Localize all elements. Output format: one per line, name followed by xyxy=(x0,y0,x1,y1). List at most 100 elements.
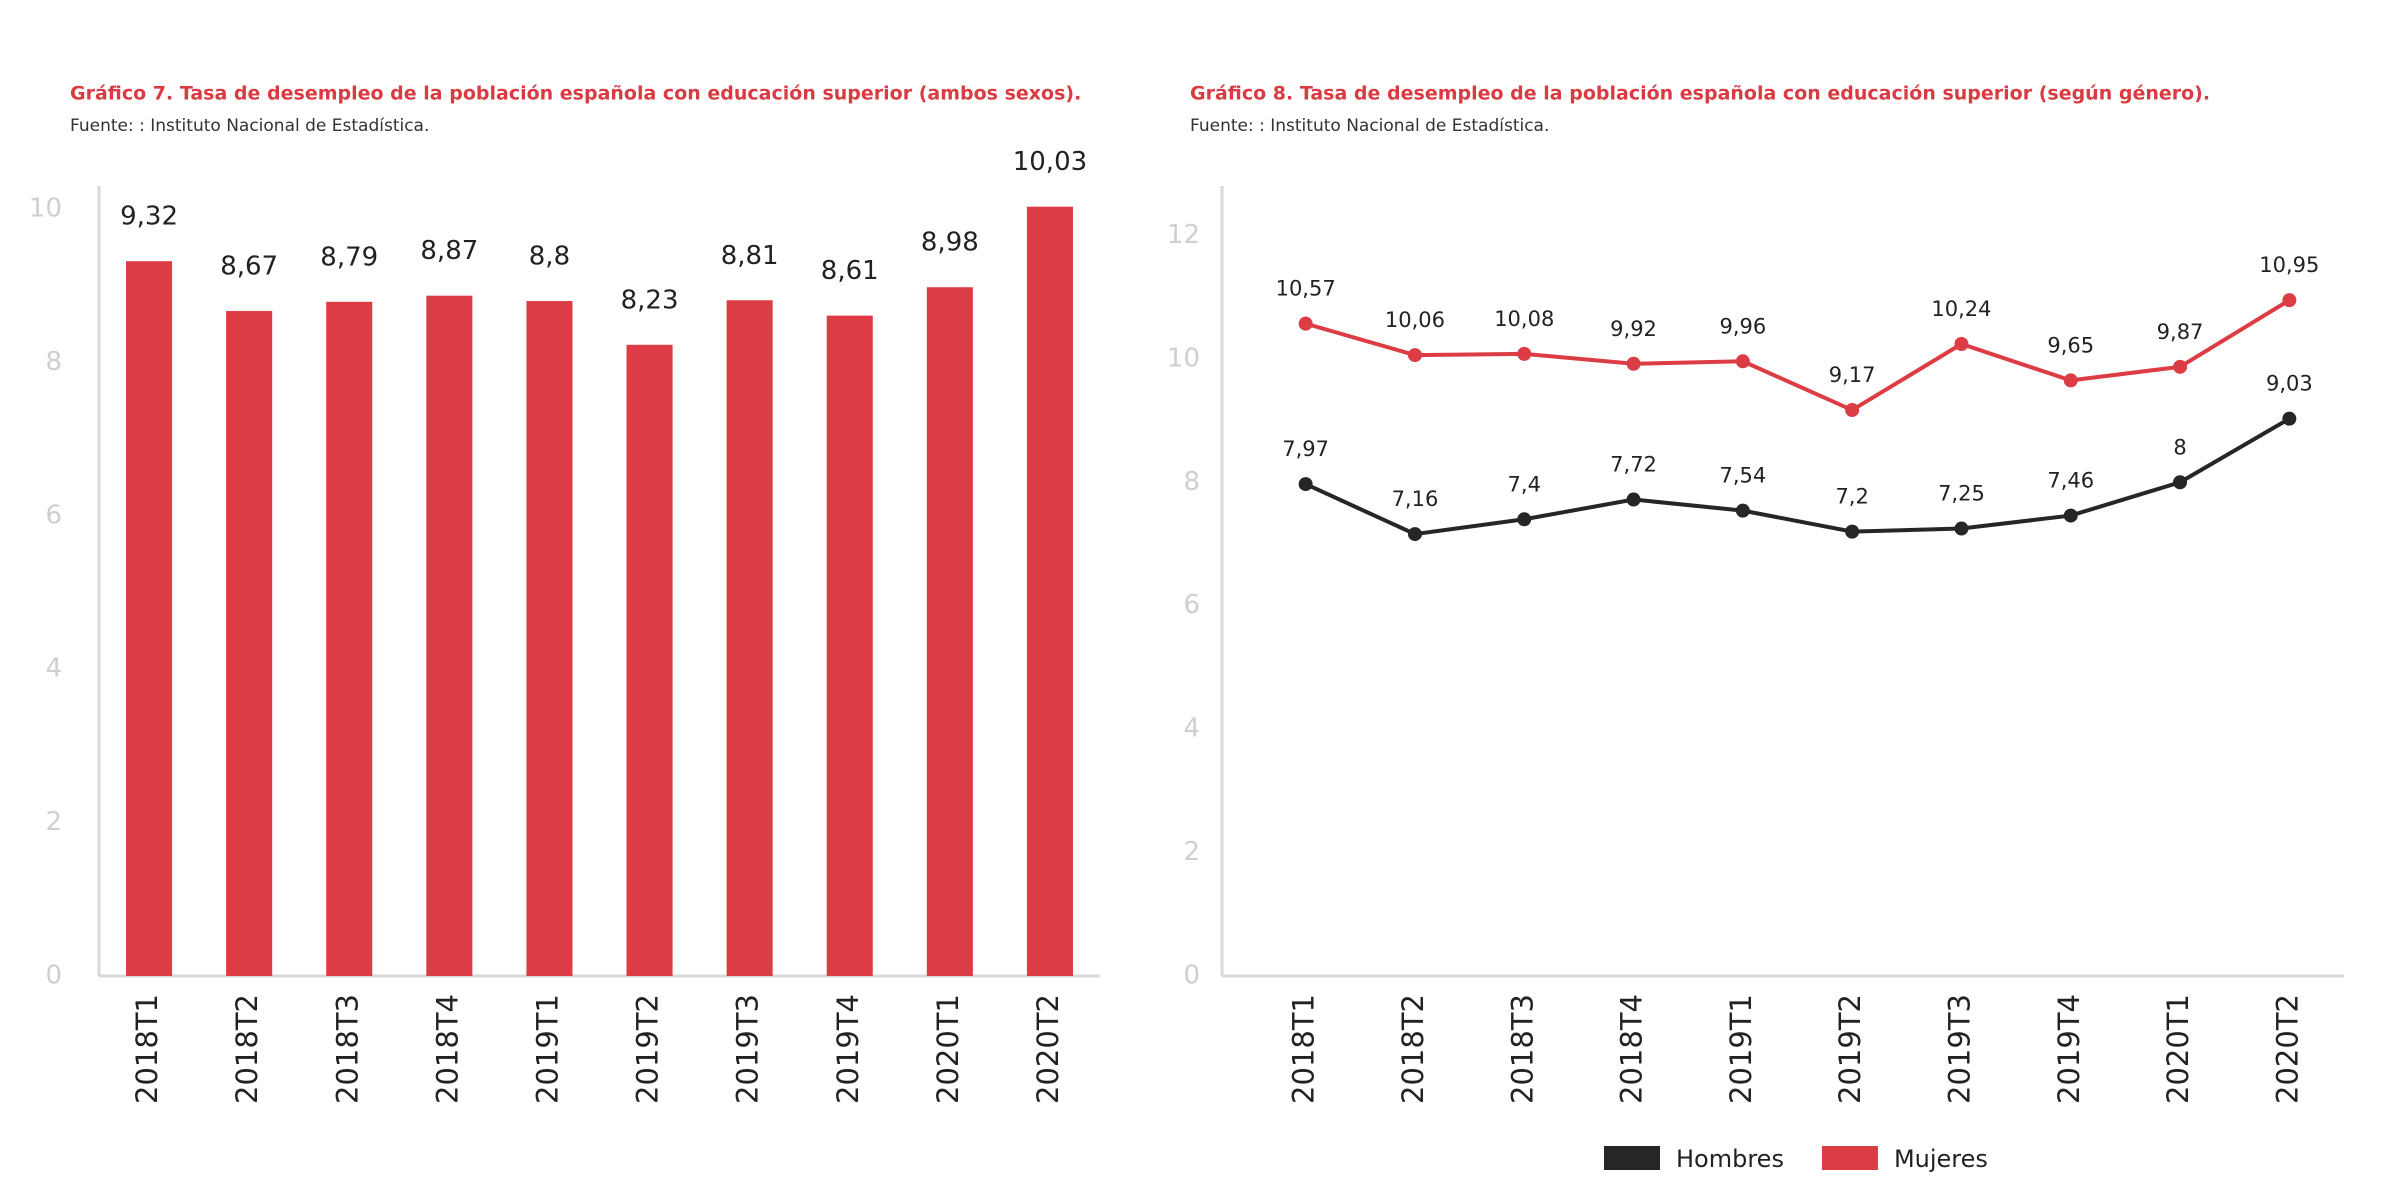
x-tick-label: 2018T3 xyxy=(1505,994,1539,1104)
data-label: 10,95 xyxy=(2259,253,2319,277)
legend-swatch xyxy=(1604,1146,1660,1170)
y-tick-label: 2 xyxy=(45,807,62,837)
x-tick-label: 2020T1 xyxy=(2161,994,2195,1104)
x-tick-label: 2018T2 xyxy=(1396,994,1430,1104)
point xyxy=(1954,337,1969,351)
x-tick-label: 2020T1 xyxy=(931,994,965,1104)
point xyxy=(1954,521,1969,536)
y-tick-label: 0 xyxy=(1183,961,1200,991)
data-label: 8,98 xyxy=(921,228,979,258)
data-label: 8,67 xyxy=(220,252,278,282)
point xyxy=(1517,512,1532,527)
point xyxy=(1735,503,1750,518)
y-tick-label: 2 xyxy=(1183,837,1200,867)
data-label: 9,92 xyxy=(1610,317,1657,341)
data-label: 8,23 xyxy=(621,285,679,315)
point xyxy=(2173,359,2188,374)
y-tick-label: 0 xyxy=(45,961,62,991)
y-tick-label: 10 xyxy=(1167,343,1200,373)
data-label: 7,97 xyxy=(1282,437,1329,461)
data-label: 7,25 xyxy=(1938,482,1985,506)
x-tick-label: 2020T2 xyxy=(1031,994,1065,1104)
point xyxy=(2063,373,2078,388)
chart-subtitle: Fuente: : Instituto Nacional de Estadíst… xyxy=(70,116,429,136)
data-label: 10,08 xyxy=(1494,307,1554,331)
y-tick-label: 8 xyxy=(45,347,62,377)
data-label: 8,87 xyxy=(420,236,478,266)
data-label: 9,17 xyxy=(1829,363,1876,387)
data-label: 7,72 xyxy=(1610,453,1657,477)
data-label: 8,8 xyxy=(529,242,570,272)
point xyxy=(1626,492,1641,507)
bar xyxy=(526,301,573,976)
point xyxy=(1626,356,1641,371)
point xyxy=(1735,354,1750,369)
x-tick-label: 2019T4 xyxy=(2052,994,2086,1104)
data-label: 7,46 xyxy=(2047,469,2094,493)
x-tick-label: 2018T3 xyxy=(330,994,364,1104)
point xyxy=(1845,524,1860,539)
data-label: 8,81 xyxy=(721,241,779,271)
bar xyxy=(726,300,773,976)
bar xyxy=(1026,206,1073,976)
chart-title: Gráfico 8. Tasa de desempleo de la pobla… xyxy=(1190,83,2210,105)
point xyxy=(1407,348,1422,363)
y-tick-label: 4 xyxy=(45,654,62,684)
data-label: 9,65 xyxy=(2047,333,2094,357)
data-label: 7,2 xyxy=(1835,485,1868,509)
data-label: 8,61 xyxy=(821,256,879,286)
x-tick-label: 2018T2 xyxy=(230,994,264,1104)
x-tick-label: 2018T1 xyxy=(130,994,164,1104)
bar xyxy=(826,315,873,977)
point xyxy=(1407,527,1422,542)
data-label: 10,24 xyxy=(1931,297,1991,321)
x-tick-label: 2019T3 xyxy=(1942,994,1976,1104)
point xyxy=(2063,508,2078,523)
data-label: 9,32 xyxy=(120,202,178,232)
x-tick-label: 2018T4 xyxy=(430,994,464,1104)
data-label: 9,03 xyxy=(2266,372,2313,396)
x-tick-label: 2019T4 xyxy=(831,994,865,1104)
chart-subtitle: Fuente: : Instituto Nacional de Estadíst… xyxy=(1190,116,1549,136)
point xyxy=(2282,293,2297,308)
legend-label: Hombres xyxy=(1676,1145,1784,1173)
x-tick-label: 2019T1 xyxy=(1724,994,1758,1104)
data-label: 8,79 xyxy=(320,242,378,272)
x-tick-label: 2018T1 xyxy=(1287,994,1321,1104)
bar xyxy=(226,311,273,976)
y-tick-label: 4 xyxy=(1183,714,1200,744)
data-label: 7,16 xyxy=(1392,487,1439,511)
y-tick-label: 10 xyxy=(29,194,62,224)
data-label: 9,96 xyxy=(1719,314,1766,338)
legend-label: Mujeres xyxy=(1894,1145,1988,1173)
bar xyxy=(426,295,473,976)
x-tick-label: 2019T2 xyxy=(631,994,665,1104)
point xyxy=(2282,411,2297,426)
bar xyxy=(326,301,373,976)
data-label: 7,4 xyxy=(1508,472,1541,496)
y-tick-label: 8 xyxy=(1183,467,1200,497)
series-line xyxy=(1304,416,2291,537)
data-label: 9,87 xyxy=(2157,320,2204,344)
y-tick-label: 6 xyxy=(1183,590,1200,620)
data-label: 10,03 xyxy=(1013,147,1087,177)
bar xyxy=(626,344,673,977)
x-tick-label: 2019T2 xyxy=(1833,994,1867,1104)
data-label: 7,54 xyxy=(1719,464,1766,488)
x-tick-label: 2020T2 xyxy=(2270,994,2304,1104)
point xyxy=(1298,316,1313,331)
x-tick-label: 2019T1 xyxy=(530,994,564,1104)
series-line xyxy=(1305,298,2291,413)
point xyxy=(1845,403,1860,418)
y-tick-label: 6 xyxy=(45,500,62,530)
data-label: 10,06 xyxy=(1385,308,1445,332)
point xyxy=(2173,475,2188,490)
x-tick-label: 2018T4 xyxy=(1615,994,1649,1104)
legend-swatch xyxy=(1821,1146,1878,1170)
data-label: 8 xyxy=(2173,435,2186,459)
point xyxy=(1298,477,1313,492)
x-tick-label: 2019T3 xyxy=(731,994,765,1104)
point xyxy=(1517,346,1532,361)
y-tick-label: 12 xyxy=(1167,220,1200,250)
